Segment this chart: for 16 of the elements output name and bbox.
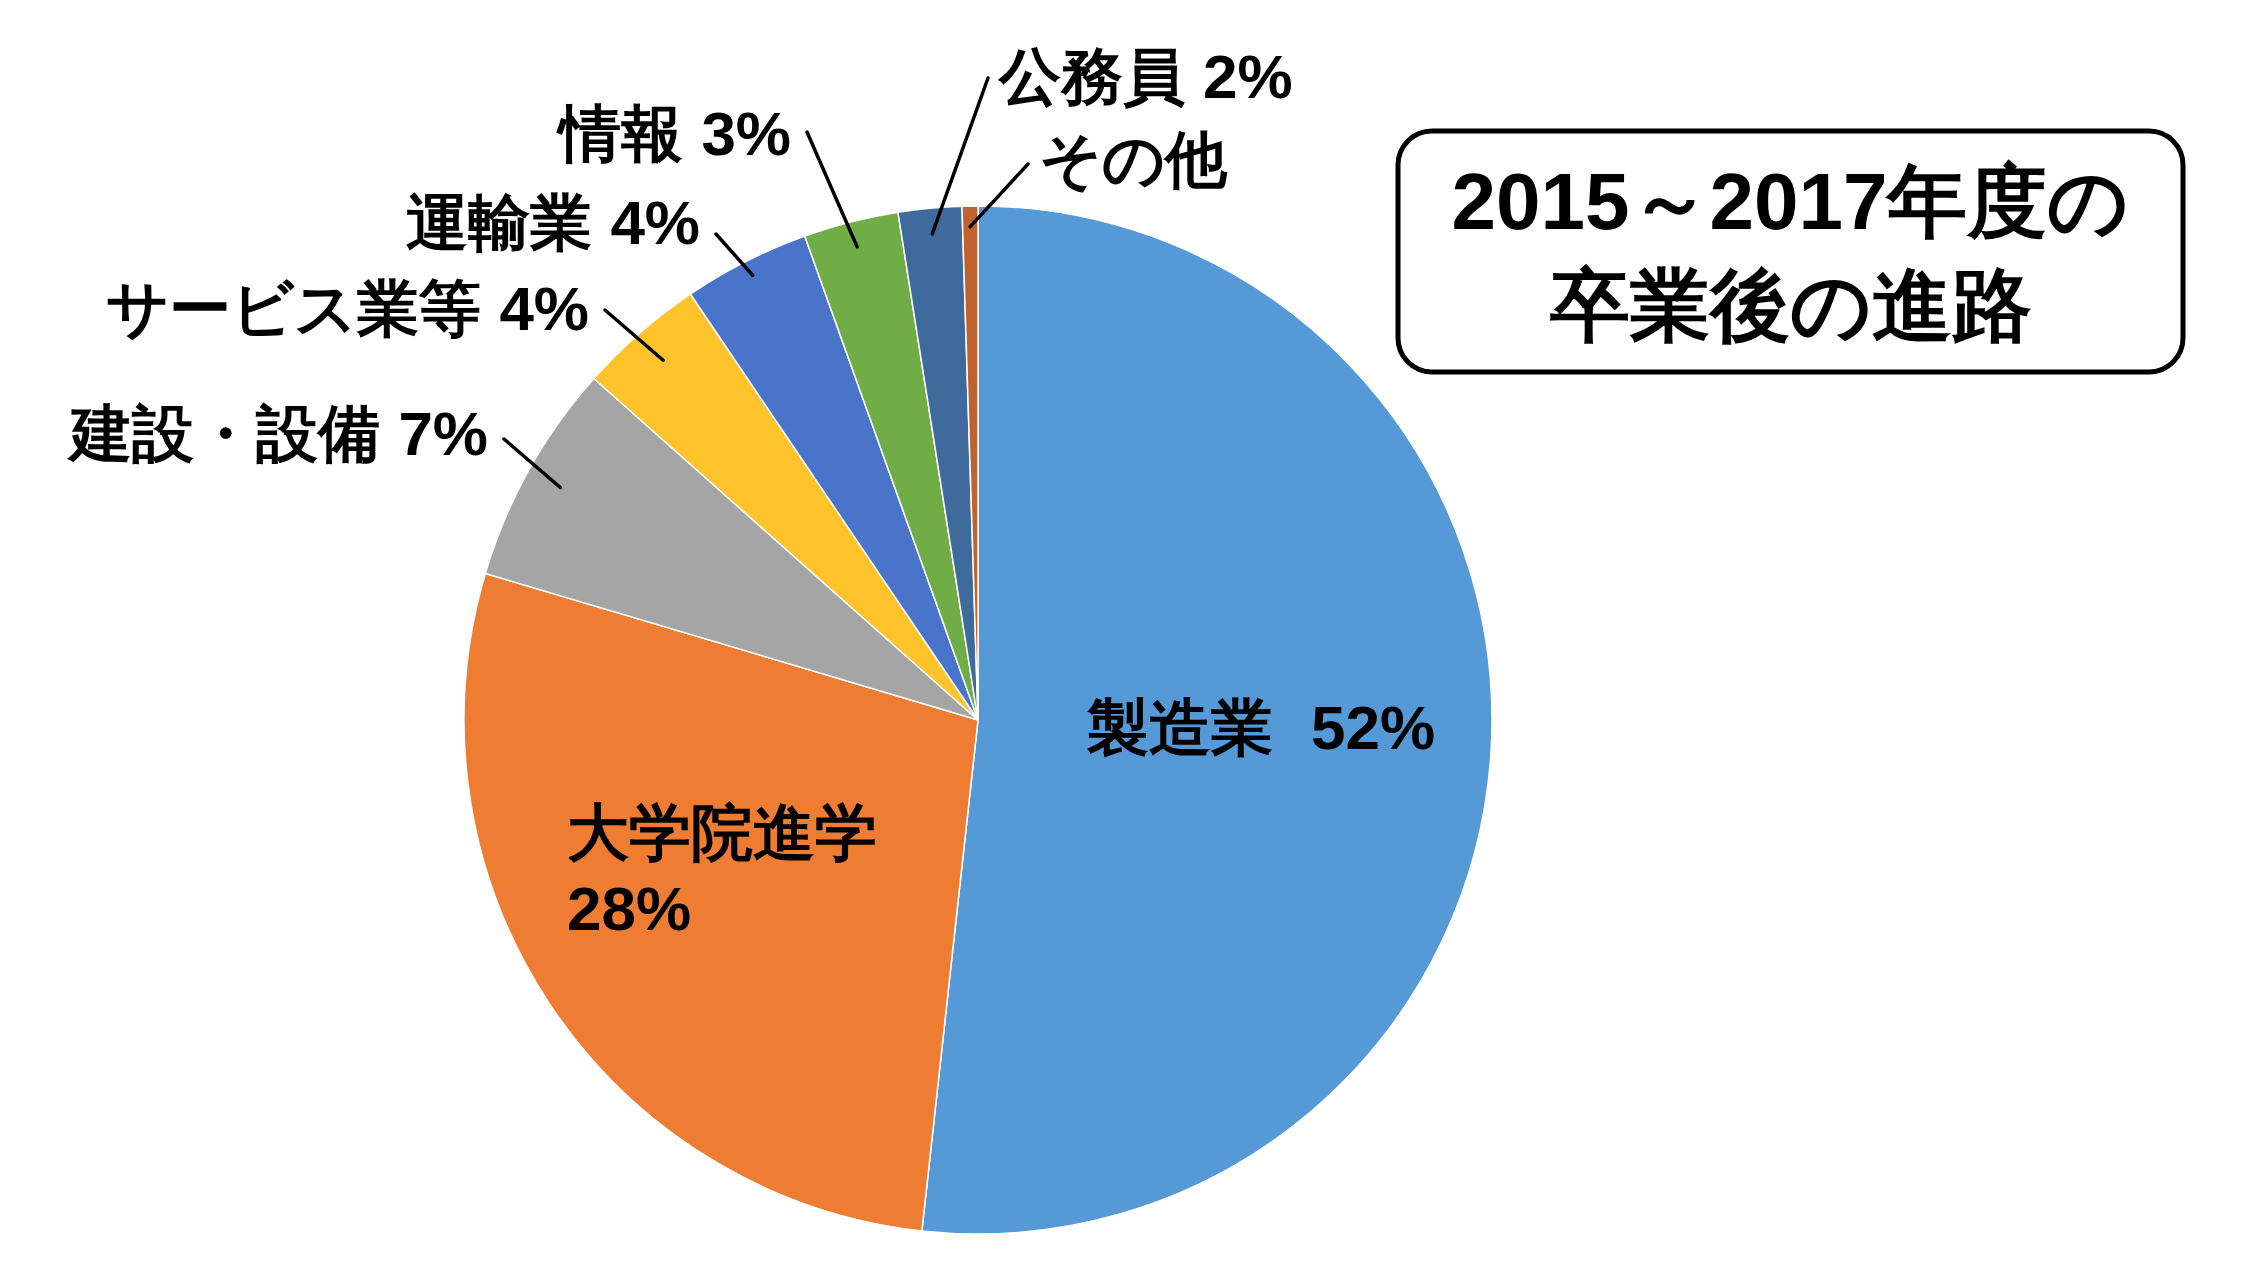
data-label: 4% — [610, 187, 700, 257]
data-label: 3% — [701, 98, 791, 168]
data-label: 28% — [567, 873, 692, 943]
slice-label: サービス業等 — [106, 273, 482, 343]
slice-label: 運輸業 — [406, 187, 593, 257]
text: 2015～2017年度の卒業後の進路 — [1451, 157, 2130, 350]
slice-label: その他 — [1039, 124, 1228, 194]
slice-label: 製造業 — [1086, 692, 1273, 762]
data-label: 52% — [1311, 692, 1436, 762]
data-label: 7% — [398, 398, 488, 468]
slice-label: 公務員 — [997, 41, 1185, 111]
data-label: 2% — [1203, 41, 1293, 111]
slice-label: 建設・設備 — [66, 398, 381, 468]
slice-label: 大学院進学 — [567, 797, 877, 867]
slice-label: 情報 — [556, 98, 684, 168]
data-label: 4% — [499, 273, 589, 343]
